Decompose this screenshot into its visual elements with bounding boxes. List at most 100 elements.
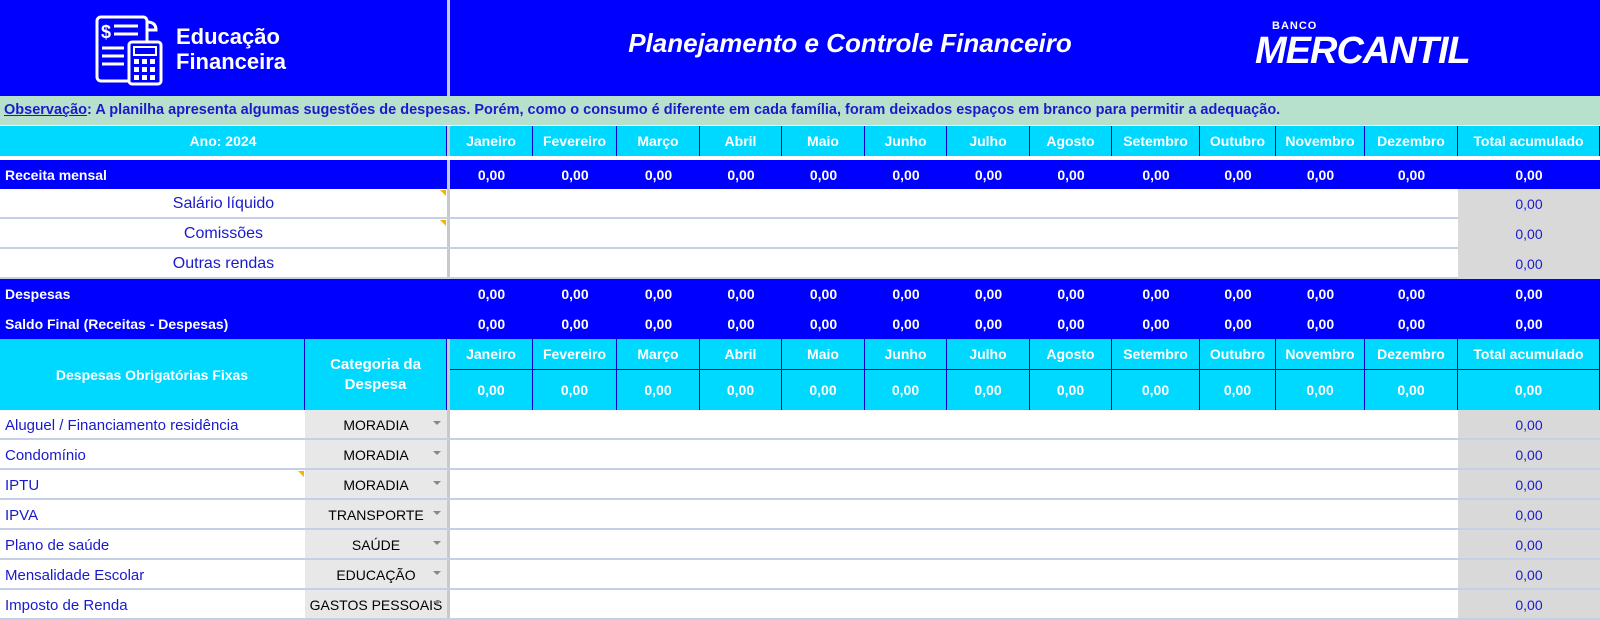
summary-value[interactable]: 0,00 <box>1276 309 1365 339</box>
fixed-month-total[interactable]: 0,00 <box>1112 370 1200 410</box>
total-header[interactable]: Total acumulado <box>1458 126 1600 156</box>
summary-value[interactable]: 0,00 <box>782 160 865 189</box>
summary-value[interactable]: 0,00 <box>1030 309 1112 339</box>
month-header[interactable]: Junho <box>865 339 947 369</box>
category-dropdown[interactable]: GASTOS PESSOAIS <box>305 590 447 620</box>
month-header[interactable]: Setembro <box>1112 126 1200 156</box>
summary-value[interactable]: 0,00 <box>865 309 947 339</box>
expense-item-label[interactable]: Plano de saúde <box>0 530 305 560</box>
summary-value[interactable]: 0,00 <box>1200 309 1276 339</box>
month-header[interactable]: Abril <box>700 339 782 369</box>
expense-item-label[interactable]: Aluguel / Financiamento residência <box>0 410 305 440</box>
summary-value[interactable]: 0,00 <box>450 309 533 339</box>
summary-total[interactable]: 0,00 <box>1458 160 1600 189</box>
expense-item-label[interactable]: IPVA <box>0 500 305 530</box>
expense-item-label[interactable]: IPTU <box>0 470 305 500</box>
summary-value[interactable]: 0,00 <box>782 309 865 339</box>
summary-value[interactable]: 0,00 <box>1276 279 1365 309</box>
summary-value[interactable]: 0,00 <box>533 160 617 189</box>
summary-value[interactable]: 0,00 <box>947 279 1030 309</box>
comment-marker[interactable] <box>440 190 446 196</box>
month-header[interactable]: Agosto <box>1030 339 1112 369</box>
summary-value[interactable]: 0,00 <box>700 279 782 309</box>
income-total[interactable]: 0,00 <box>1458 249 1600 279</box>
expense-total[interactable]: 0,00 <box>1458 440 1600 470</box>
chevron-down-icon[interactable] <box>433 481 441 485</box>
summary-value[interactable]: 0,00 <box>865 160 947 189</box>
summary-row-label[interactable]: Receita mensal <box>0 160 447 189</box>
expense-total[interactable]: 0,00 <box>1458 410 1600 440</box>
summary-value[interactable]: 0,00 <box>1112 309 1200 339</box>
comment-marker[interactable] <box>440 220 446 226</box>
fixed-month-total[interactable]: 0,00 <box>782 370 865 410</box>
income-item-label[interactable]: Comissões <box>0 219 447 249</box>
expense-total[interactable]: 0,00 <box>1458 530 1600 560</box>
month-header[interactable]: Novembro <box>1276 339 1365 369</box>
summary-value[interactable]: 0,00 <box>947 160 1030 189</box>
chevron-down-icon[interactable] <box>433 541 441 545</box>
month-header[interactable]: Fevereiro <box>533 126 617 156</box>
summary-value[interactable]: 0,00 <box>1200 279 1276 309</box>
fixed-month-total[interactable]: 0,00 <box>1030 370 1112 410</box>
summary-value[interactable]: 0,00 <box>782 279 865 309</box>
comment-marker[interactable] <box>298 471 304 477</box>
fixed-month-total[interactable]: 0,00 <box>1365 370 1458 410</box>
chevron-down-icon[interactable] <box>433 451 441 455</box>
fixed-month-total[interactable]: 0,00 <box>1276 370 1365 410</box>
month-header[interactable]: Novembro <box>1276 126 1365 156</box>
expense-total[interactable]: 0,00 <box>1458 560 1600 590</box>
month-header[interactable]: Janeiro <box>450 126 533 156</box>
income-total[interactable]: 0,00 <box>1458 189 1600 219</box>
summary-value[interactable]: 0,00 <box>450 279 533 309</box>
category-dropdown[interactable]: MORADIA <box>305 440 447 470</box>
expense-item-label[interactable]: Condomínio <box>0 440 305 470</box>
month-header[interactable]: Julho <box>947 126 1030 156</box>
summary-value[interactable]: 0,00 <box>700 160 782 189</box>
month-header[interactable]: Outubro <box>1200 126 1276 156</box>
total-header[interactable]: Total acumulado <box>1458 339 1600 369</box>
month-header[interactable]: Dezembro <box>1365 339 1458 369</box>
income-total[interactable]: 0,00 <box>1458 219 1600 249</box>
income-item-label[interactable]: Salário líquido <box>0 189 447 219</box>
month-header[interactable]: Julho <box>947 339 1030 369</box>
summary-value[interactable]: 0,00 <box>1365 160 1458 189</box>
month-header[interactable]: Fevereiro <box>533 339 617 369</box>
summary-row-label[interactable]: Despesas <box>0 279 447 309</box>
expense-total[interactable]: 0,00 <box>1458 500 1600 530</box>
month-header[interactable]: Junho <box>865 126 947 156</box>
month-header[interactable]: Agosto <box>1030 126 1112 156</box>
month-header[interactable]: Setembro <box>1112 339 1200 369</box>
summary-value[interactable]: 0,00 <box>1365 279 1458 309</box>
summary-value[interactable]: 0,00 <box>533 279 617 309</box>
category-dropdown[interactable]: MORADIA <box>305 470 447 500</box>
month-header[interactable]: Abril <box>700 126 782 156</box>
summary-value[interactable]: 0,00 <box>1112 160 1200 189</box>
summary-value[interactable]: 0,00 <box>1276 160 1365 189</box>
fixed-month-total[interactable]: 0,00 <box>533 370 617 410</box>
income-item-label[interactable]: Outras rendas <box>0 249 447 279</box>
summary-total[interactable]: 0,00 <box>1458 279 1600 309</box>
summary-value[interactable]: 0,00 <box>1200 160 1276 189</box>
month-header[interactable]: Março <box>617 126 700 156</box>
category-dropdown[interactable]: TRANSPORTE <box>305 500 447 530</box>
summary-value[interactable]: 0,00 <box>533 309 617 339</box>
summary-value[interactable]: 0,00 <box>617 279 700 309</box>
category-dropdown[interactable]: EDUCAÇÃO <box>305 560 447 590</box>
fixed-month-total[interactable]: 0,00 <box>617 370 700 410</box>
fixed-month-total[interactable]: 0,00 <box>1200 370 1276 410</box>
chevron-down-icon[interactable] <box>433 601 441 605</box>
summary-row-label[interactable]: Saldo Final (Receitas - Despesas) <box>0 309 447 339</box>
expense-total[interactable]: 0,00 <box>1458 590 1600 620</box>
summary-value[interactable]: 0,00 <box>1365 309 1458 339</box>
chevron-down-icon[interactable] <box>433 421 441 425</box>
month-header[interactable]: Outubro <box>1200 339 1276 369</box>
month-header[interactable]: Maio <box>782 339 865 369</box>
summary-value[interactable]: 0,00 <box>1112 279 1200 309</box>
chevron-down-icon[interactable] <box>433 511 441 515</box>
summary-value[interactable]: 0,00 <box>865 279 947 309</box>
summary-value[interactable]: 0,00 <box>1030 279 1112 309</box>
category-dropdown[interactable]: SAÚDE <box>305 530 447 560</box>
summary-total[interactable]: 0,00 <box>1458 309 1600 339</box>
summary-value[interactable]: 0,00 <box>947 309 1030 339</box>
month-header[interactable]: Maio <box>782 126 865 156</box>
